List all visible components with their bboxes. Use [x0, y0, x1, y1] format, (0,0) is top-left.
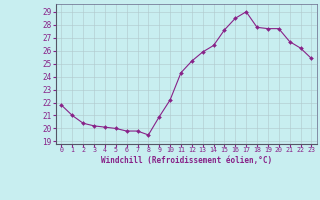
X-axis label: Windchill (Refroidissement éolien,°C): Windchill (Refroidissement éolien,°C): [101, 156, 272, 165]
